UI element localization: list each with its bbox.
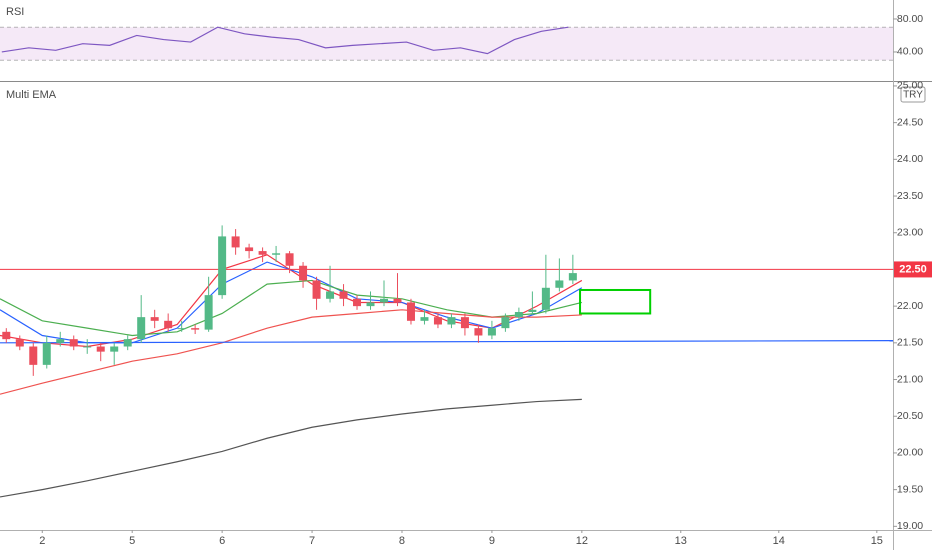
candle-body — [258, 251, 267, 255]
candle-body — [514, 312, 523, 318]
rsi-band — [0, 27, 893, 61]
candle-body — [555, 280, 564, 288]
candle-body — [487, 328, 496, 336]
x-tick-label: 8 — [399, 535, 405, 547]
candle-body — [231, 236, 240, 248]
rectangle-drawing — [579, 288, 652, 315]
candle-body — [528, 309, 537, 313]
x-tick-label: 13 — [675, 535, 687, 547]
candle-body — [299, 265, 308, 281]
y-tick-label: 23.00 — [897, 227, 923, 239]
candle-body — [29, 346, 38, 365]
y-tick-label: 24.50 — [897, 116, 923, 128]
candle-body — [447, 317, 456, 325]
ema-line — [0, 309, 582, 395]
candle-body — [433, 317, 442, 325]
candle-body — [83, 346, 92, 348]
y-tick-label: 20.50 — [897, 410, 923, 422]
y-tick-label: 22.00 — [897, 300, 923, 312]
candle-body — [353, 298, 362, 307]
y-tick-label: 25.00 — [897, 80, 923, 92]
trendline — [0, 340, 894, 344]
candle-body — [2, 331, 11, 340]
y-tick-label: 23.50 — [897, 190, 923, 202]
candle-body — [568, 273, 577, 281]
x-tick-label: 14 — [773, 535, 785, 547]
candle-body — [150, 317, 159, 321]
y-tick-label: 20.00 — [897, 447, 923, 459]
candle-body — [123, 339, 132, 347]
candle-body — [69, 339, 78, 347]
x-tick-label: 9 — [489, 535, 495, 547]
ema-line — [0, 279, 582, 337]
y-tick-label: 80.00 — [897, 13, 923, 25]
candle-body — [379, 298, 388, 303]
candle-body — [191, 328, 200, 330]
last-price-box — [894, 261, 932, 278]
candle-body — [326, 291, 335, 299]
x-tick-label: 15 — [871, 535, 883, 547]
currency-box[interactable] — [900, 86, 926, 103]
rsi-title: RSI — [6, 6, 24, 18]
x-tick-label: 7 — [309, 535, 315, 547]
candle-body — [285, 253, 294, 266]
candle-body — [56, 339, 65, 343]
price-title: Multi EMA — [6, 89, 57, 101]
x-tick-label: 2 — [39, 535, 45, 547]
candle-body — [164, 320, 173, 329]
y-tick-label: 19.00 — [897, 520, 923, 532]
candle-body — [474, 328, 483, 336]
candle-body — [339, 291, 348, 299]
rsi-line — [1, 26, 569, 55]
candle-body — [218, 236, 227, 296]
candle-body — [312, 280, 321, 299]
y-tick-label: 21.50 — [897, 337, 923, 349]
candle-body — [420, 317, 429, 321]
candle-body — [393, 298, 402, 303]
candle-body — [501, 317, 510, 329]
candle-body — [541, 287, 550, 310]
candle-body — [137, 317, 146, 340]
candle-body — [177, 328, 186, 330]
candle-body — [245, 247, 254, 252]
x-tick-label: 12 — [576, 535, 588, 547]
candle-body — [272, 253, 281, 255]
candle-body — [204, 295, 213, 330]
candle-body — [96, 346, 105, 352]
currency: TRY — [903, 90, 923, 101]
y-tick-label: 24.00 — [897, 153, 923, 165]
y-tick-label: 40.00 — [897, 46, 923, 58]
candle-body — [15, 339, 24, 347]
x-tick-label: 5 — [129, 535, 135, 547]
candle-body — [110, 346, 119, 352]
candle-body — [42, 342, 51, 365]
candle-body — [460, 317, 469, 329]
candle-body — [406, 302, 415, 321]
y-tick-label: 21.00 — [897, 373, 923, 385]
y-tick-label: 19.50 — [897, 483, 923, 495]
last-price-label: 22.50 — [899, 263, 927, 275]
ema-line — [0, 398, 582, 498]
x-tick-label: 6 — [219, 535, 225, 547]
candle-body — [366, 302, 375, 307]
